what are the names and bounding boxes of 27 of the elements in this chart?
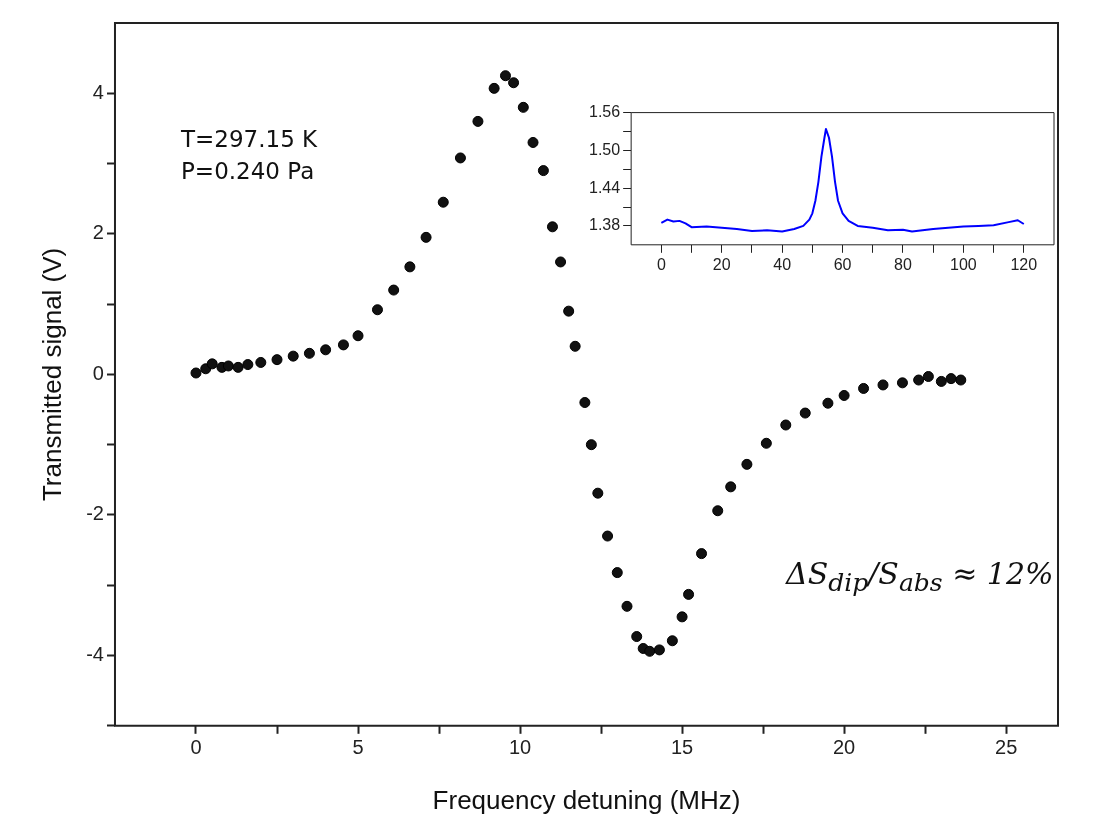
x-tick-label: 20 — [832, 736, 856, 759]
x-tick-label: 60 — [833, 255, 852, 273]
x-tick-label: 5 — [352, 736, 364, 759]
y-tick-label: 1.56 — [589, 103, 621, 121]
x-axis-title: Frequency detuning (MHz) — [432, 784, 741, 815]
x-tick-label: 20 — [712, 255, 731, 273]
x-tick-label: 15 — [670, 736, 694, 759]
y-tick-label: -2 — [86, 502, 104, 525]
annotation: T=297.15 K — [181, 126, 318, 152]
annotation: P=0.240 Pa — [181, 158, 315, 184]
y-tick-label: -4 — [86, 643, 104, 666]
x-tick-label: 10 — [508, 736, 532, 759]
annotation: ΔS$_{dip}$/S$_{abs}$ ≈ 12% — [786, 556, 1054, 597]
y-tick-label: 1.38 — [589, 216, 621, 234]
y-tick-label: 0 — [92, 361, 104, 384]
y-tick-label: 4 — [92, 80, 104, 103]
x-tick-label: 80 — [894, 255, 912, 273]
x-tick-label: 100 — [950, 255, 977, 273]
y-tick-label: 1.50 — [589, 140, 621, 158]
x-tick-label: 25 — [995, 736, 1018, 759]
x-tick-label: 120 — [1010, 255, 1038, 273]
x-tick-label: 0 — [190, 736, 202, 759]
y-tick-label: 2 — [92, 221, 104, 244]
x-tick-label: 40 — [773, 255, 792, 273]
x-tick-label: 0 — [656, 255, 666, 273]
y-axis-title: Transmitted signal (V) — [36, 247, 67, 502]
y-tick-label: 1.44 — [589, 178, 621, 196]
